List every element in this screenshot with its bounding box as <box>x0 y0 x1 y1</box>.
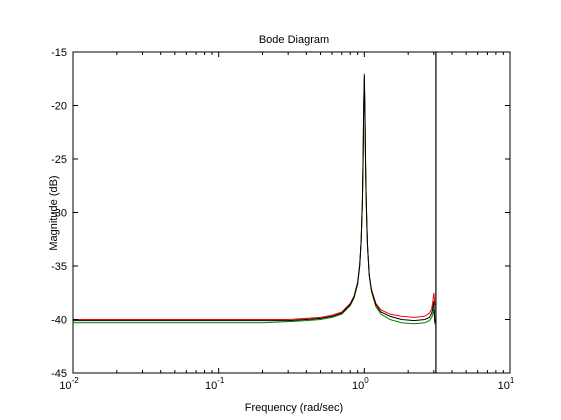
y-axis-title: Magnitude (dB) <box>48 175 60 250</box>
y-tick-label: -25 <box>51 154 67 166</box>
x-axis: 10-2 10-1 100 101 <box>59 52 515 392</box>
curve-group <box>73 52 437 373</box>
x-tick-label: 10-1 <box>205 376 225 392</box>
series-line-3 <box>73 75 436 323</box>
y-tick-label: -15 <box>51 47 67 59</box>
y-axis: -15 -20 -25 -30 -35 -40 -45 <box>51 47 510 380</box>
x-tick-label: 101 <box>498 376 515 392</box>
y-tick-label: -30 <box>51 208 67 220</box>
plot-area <box>72 51 511 374</box>
y-tick-label: -40 <box>51 315 67 327</box>
y-tick-label: -20 <box>51 101 67 113</box>
x-tick-label: 10-2 <box>59 376 79 392</box>
chart-title: Bode Diagram <box>259 34 329 46</box>
y-tick-label: -45 <box>51 368 67 380</box>
x-tick-label: 100 <box>352 376 369 392</box>
x-axis-title: Frequency (rad/sec) <box>245 402 343 414</box>
y-tick-label: -35 <box>51 261 67 273</box>
